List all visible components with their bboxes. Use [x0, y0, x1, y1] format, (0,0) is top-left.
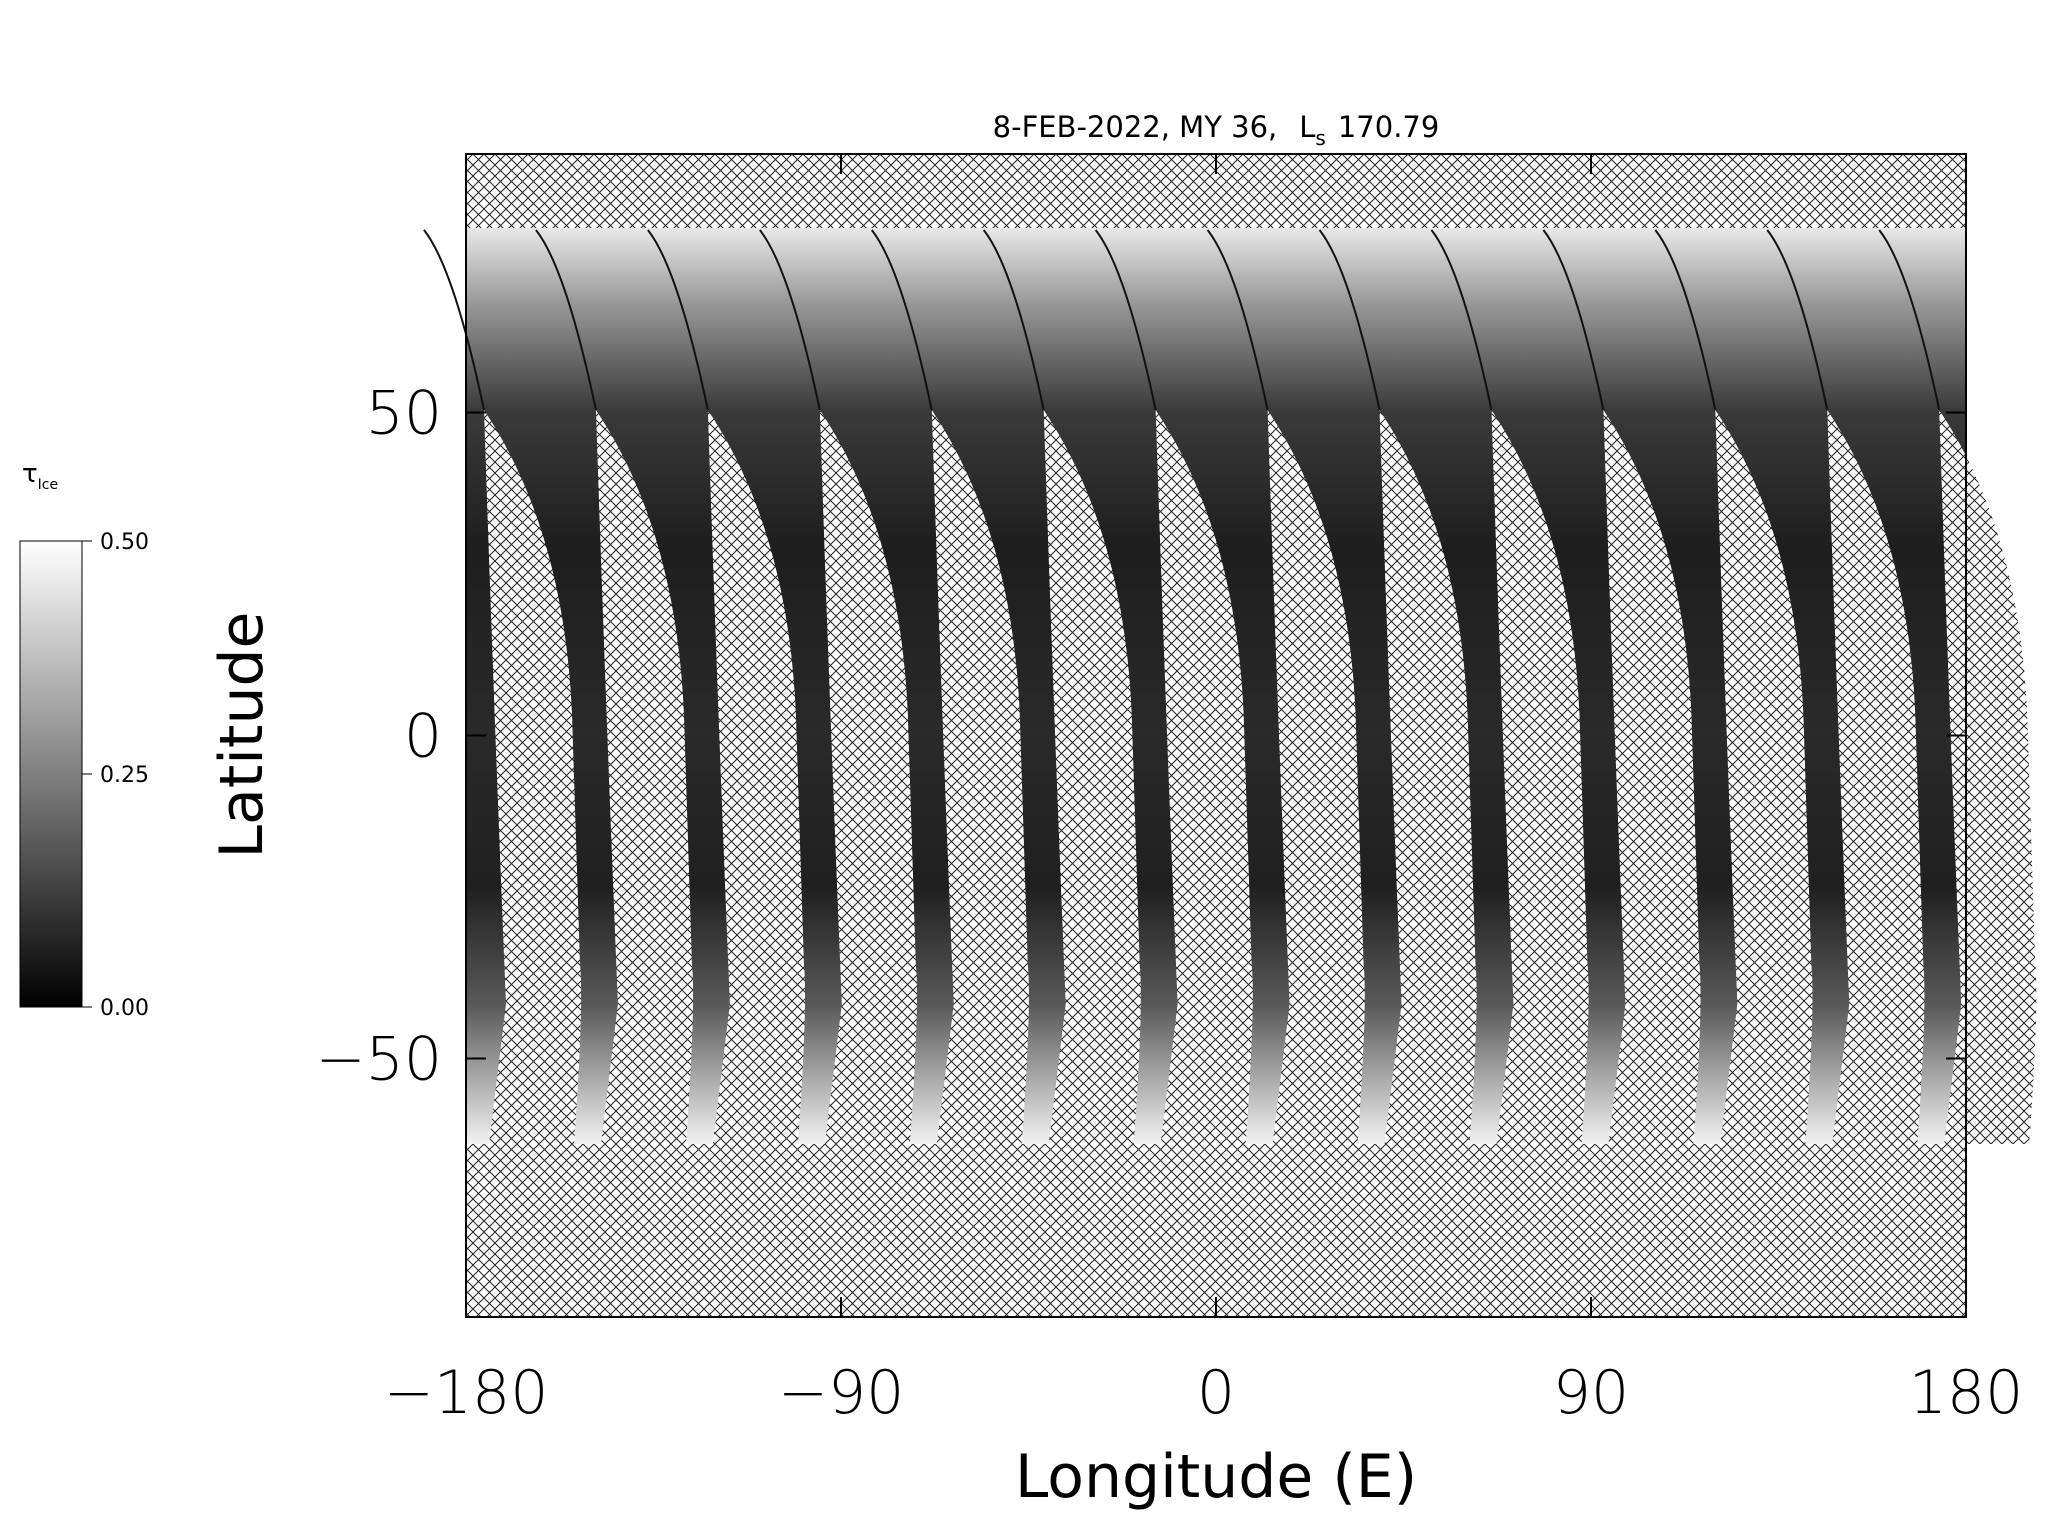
colorbar-subscript: Ice — [38, 477, 58, 493]
no-data-gap — [1043, 410, 1141, 1144]
x-tick-label: 180 — [1909, 1358, 2024, 1428]
x-axis-label: Longitude (E) — [1015, 1442, 1417, 1512]
colorbar-tick-label: 0.25 — [100, 763, 149, 788]
swath-edge — [423, 229, 485, 411]
no-data-gap — [1939, 410, 2037, 1144]
swath-edge — [1206, 229, 1269, 411]
swath-edge — [647, 229, 709, 411]
colorbar-tick-label: 0.50 — [100, 530, 149, 555]
y-tick-label: −50 — [315, 1025, 442, 1095]
swath-edge — [1094, 229, 1157, 411]
colorbar — [19, 540, 83, 1008]
title-text: 8-FEB-2022, MY 36, — [993, 110, 1278, 144]
x-tick-label: 0 — [1197, 1358, 1235, 1428]
no-data-gap — [1827, 410, 1925, 1144]
x-tick-label: −90 — [778, 1358, 905, 1428]
no-data-gap — [484, 410, 582, 1144]
swath-edge — [1542, 229, 1605, 411]
swath-edge — [1878, 229, 1941, 411]
swath-edge — [535, 229, 597, 411]
no-data-gap — [1491, 410, 1589, 1144]
swath-edge — [759, 229, 821, 411]
no-data-gap — [1603, 410, 1701, 1144]
swath-edge — [1766, 229, 1829, 411]
no-data-gap — [1267, 410, 1365, 1144]
no-data-gap — [1379, 410, 1477, 1144]
y-axis-label: Latitude — [207, 612, 277, 859]
plot-area — [423, 154, 2037, 1317]
swath-edge — [870, 229, 933, 411]
no-data-south — [466, 1144, 1966, 1317]
no-data-gap — [931, 410, 1029, 1144]
colorbar-tick-label: 0.00 — [100, 996, 149, 1021]
title-ls-subscript: s — [1315, 126, 1325, 150]
x-tick-label: 90 — [1553, 1358, 1629, 1428]
swath-edge — [982, 229, 1045, 411]
title-ls: L — [1299, 110, 1315, 144]
y-tick-label: 0 — [404, 702, 442, 772]
colorbar-label: τIce — [22, 459, 58, 493]
chart-title: 8-FEB-2022, MY 36, Ls 170.79 — [993, 110, 1440, 150]
title-ls-value: 170.79 — [1338, 110, 1439, 144]
no-data-gap — [1715, 410, 1813, 1144]
y-tick-label: 50 — [366, 378, 442, 448]
no-data-gap — [819, 410, 917, 1144]
x-tick-label: −180 — [384, 1358, 549, 1428]
no-data-gap — [1155, 410, 1253, 1144]
colorbar-symbol: τ — [22, 459, 38, 489]
swath-edge — [1430, 229, 1493, 411]
swath-edge — [1654, 229, 1717, 411]
swath-edge — [1318, 229, 1381, 411]
no-data-gap — [595, 410, 694, 1144]
no-data-gap — [707, 410, 806, 1144]
